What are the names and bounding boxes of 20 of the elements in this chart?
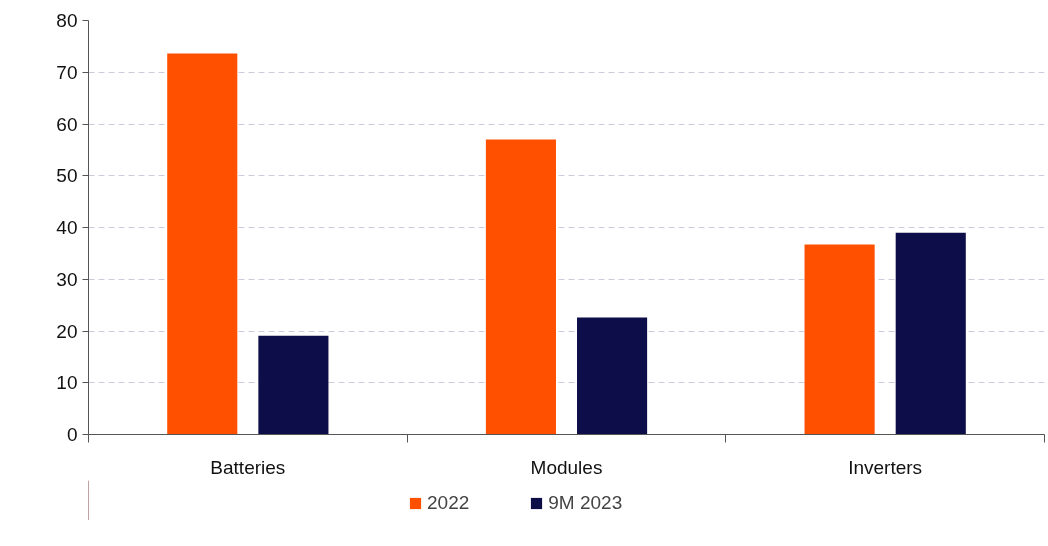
x-tick-label: Modules [530,456,603,478]
bar [258,335,329,435]
bar [895,232,966,435]
y-tick-label: 30 [56,268,78,290]
bar [804,244,875,435]
y-tick-label: 10 [56,372,78,394]
bar [485,139,556,435]
x-tick-label: Inverters [848,456,923,478]
y-tick-label: 80 [56,10,78,31]
y-tick-label: 0 [66,424,78,445]
y-tick-label: 20 [56,320,78,342]
y-tick-label: 70 [56,61,78,83]
bar [577,317,648,435]
legend-label: 2022 [427,492,470,514]
y-tick-label: 60 [56,113,78,135]
x-tick-label: Batteries [210,456,286,478]
y-tick-label: 50 [56,165,78,187]
legend-label: 9M 2023 [548,492,623,514]
bar [167,53,238,435]
y-tick-label: 40 [56,217,78,238]
